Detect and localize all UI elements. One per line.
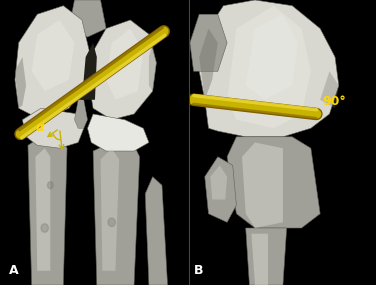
Text: 90°: 90° xyxy=(322,95,346,109)
Polygon shape xyxy=(251,234,268,285)
Text: A: A xyxy=(9,264,19,277)
Polygon shape xyxy=(93,142,139,285)
Polygon shape xyxy=(199,0,339,137)
Polygon shape xyxy=(227,6,311,128)
Ellipse shape xyxy=(47,182,53,189)
Polygon shape xyxy=(82,43,97,100)
Polygon shape xyxy=(106,28,143,100)
Polygon shape xyxy=(15,57,26,108)
Polygon shape xyxy=(190,14,227,71)
Polygon shape xyxy=(100,148,119,271)
Polygon shape xyxy=(149,43,156,91)
Polygon shape xyxy=(210,165,227,199)
Polygon shape xyxy=(35,148,50,271)
Polygon shape xyxy=(15,6,89,120)
Polygon shape xyxy=(69,0,106,37)
Polygon shape xyxy=(32,20,74,91)
Polygon shape xyxy=(145,177,168,285)
Polygon shape xyxy=(74,100,88,128)
Polygon shape xyxy=(227,137,320,228)
Polygon shape xyxy=(89,20,156,120)
Polygon shape xyxy=(88,114,149,151)
Polygon shape xyxy=(205,157,237,222)
Polygon shape xyxy=(242,142,283,228)
Ellipse shape xyxy=(108,218,115,227)
Polygon shape xyxy=(28,137,67,285)
Ellipse shape xyxy=(41,224,49,232)
Polygon shape xyxy=(199,28,218,100)
Polygon shape xyxy=(246,14,298,100)
Text: B: B xyxy=(194,264,203,277)
Text: α: α xyxy=(35,121,44,134)
Polygon shape xyxy=(320,71,339,108)
Polygon shape xyxy=(246,228,287,285)
Polygon shape xyxy=(23,108,84,148)
